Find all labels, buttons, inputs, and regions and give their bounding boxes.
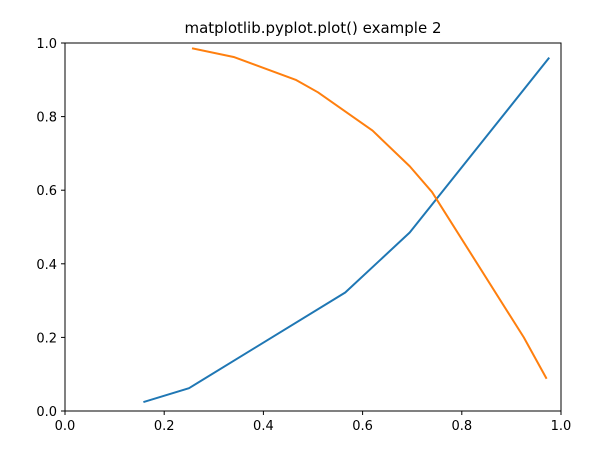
series-line-1: [143, 57, 551, 404]
chart-title: matplotlib.pyplot.plot() example 2: [184, 19, 441, 37]
y-tick-label: 1.0: [36, 37, 57, 52]
plot-frame: [64, 42, 562, 412]
x-tick-label: 0.0: [55, 419, 76, 434]
series-line-2: [191, 47, 548, 380]
x-tick-label: 0.6: [352, 419, 373, 434]
y-tick-label: 0.0: [36, 405, 57, 420]
x-tick-label: 0.4: [253, 419, 274, 434]
x-tick-label: 0.2: [154, 419, 175, 434]
y-tick-label: 0.4: [36, 258, 57, 273]
y-tick-label: 0.2: [36, 331, 57, 346]
y-tick-label: 0.8: [36, 111, 57, 126]
y-tick-label: 0.6: [36, 184, 57, 199]
x-tick-label: 1.0: [551, 419, 572, 434]
x-tick-label: 0.8: [451, 419, 472, 434]
y-axis: 0.0 0.2 0.4 0.6 0.8 1.0: [36, 37, 65, 420]
series-layer: [143, 47, 551, 404]
x-axis: 0.0 0.2 0.4 0.6 0.8 1.0: [55, 411, 572, 434]
